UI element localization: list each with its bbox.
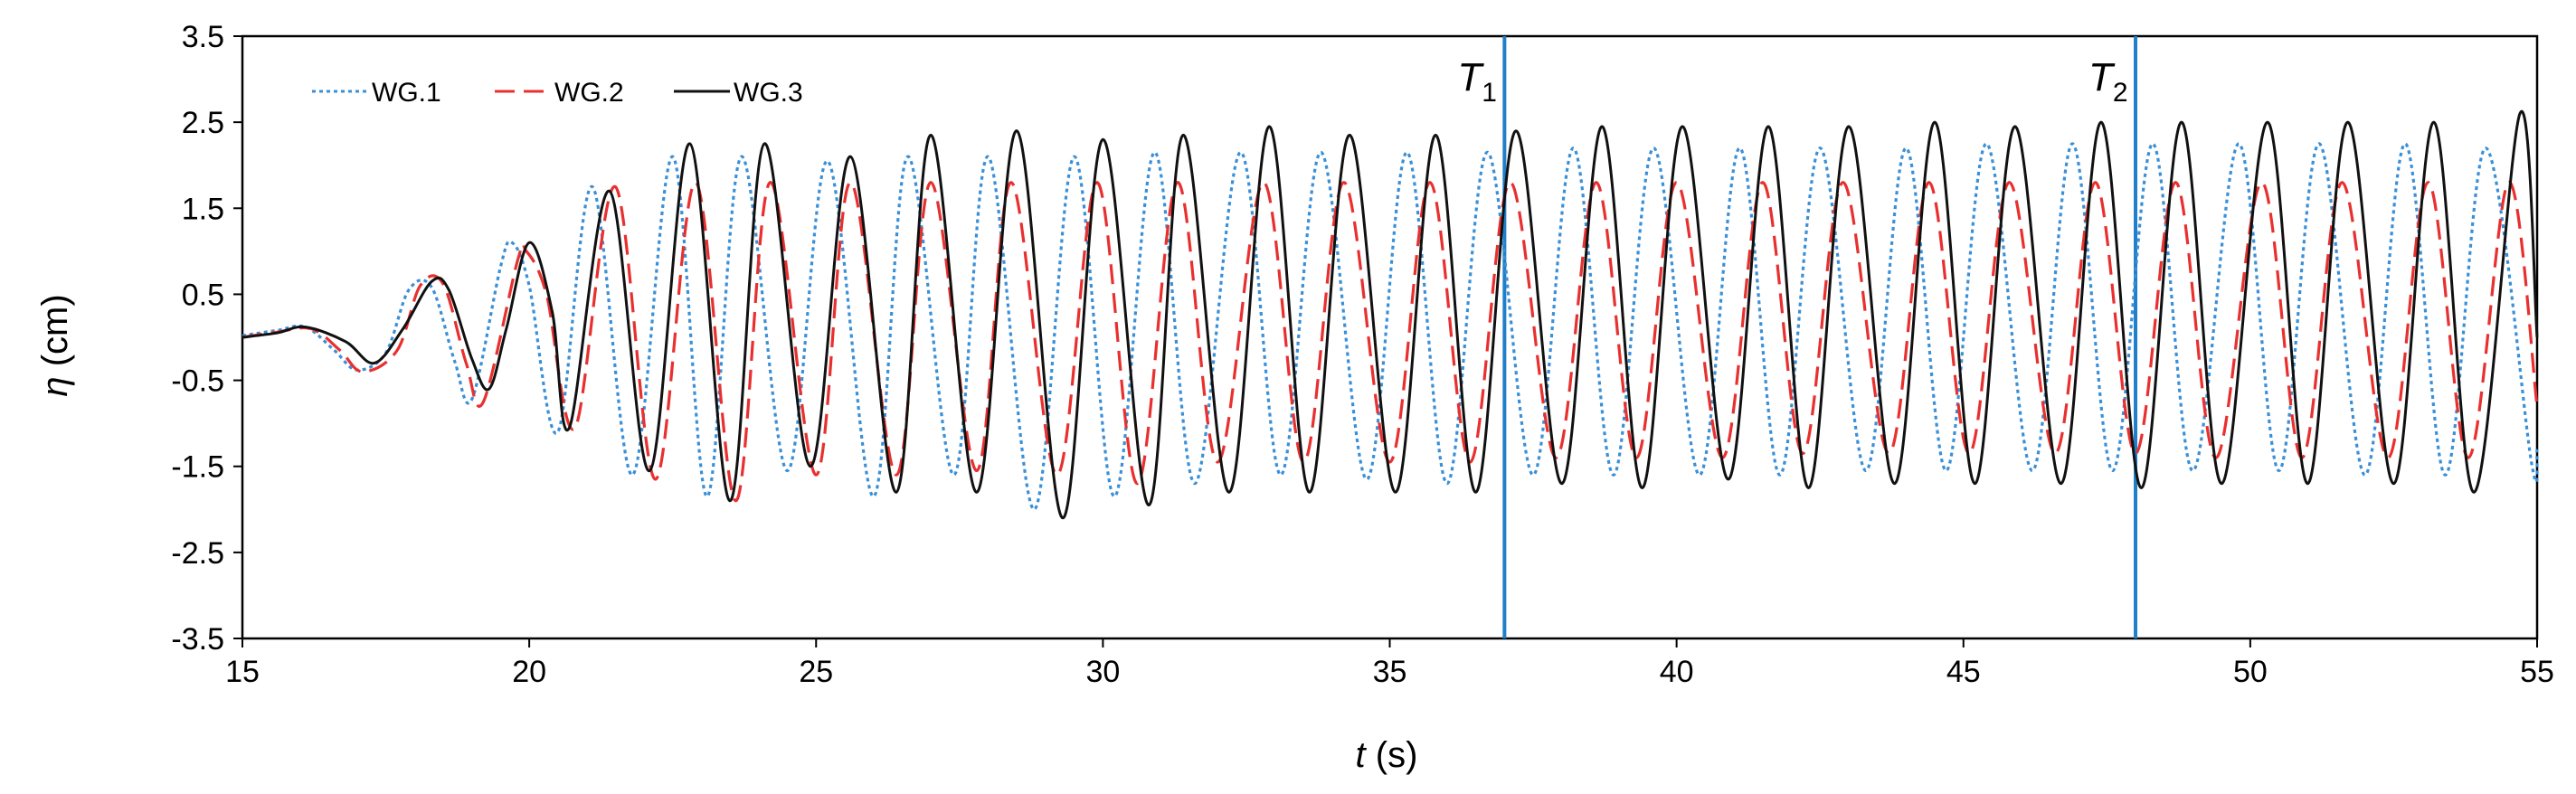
series-line-wg2	[242, 182, 2537, 500]
x-tick-label: 55	[2520, 655, 2554, 689]
y-tick-label: 3.5	[182, 20, 224, 54]
y-tick-label: 2.5	[182, 106, 224, 140]
x-tick-label: 45	[1946, 655, 1981, 689]
y-tick-label: -0.5	[171, 364, 224, 399]
x-tick-label: 20	[512, 655, 546, 689]
legend-label-wg1: WG.1	[372, 78, 441, 108]
x-tick-label: 25	[799, 655, 833, 689]
legend-label-wg3: WG.3	[734, 78, 803, 108]
x-tick-label: 50	[2233, 655, 2268, 689]
x-tick-label: 35	[1373, 655, 1407, 689]
x-axis-title: t (s)	[1356, 735, 1418, 775]
y-tick-label: 1.5	[182, 192, 224, 226]
series-line-wg3	[242, 111, 2537, 518]
x-tick-label: 15	[225, 655, 260, 689]
y-axis-title: η (cm)	[35, 294, 75, 396]
plot-frame	[242, 36, 2537, 638]
y-tick-label: 0.5	[182, 278, 224, 312]
marker-label-T2: T2	[2088, 55, 2128, 108]
legend-label-wg2: WG.2	[554, 78, 624, 108]
x-tick-label: 40	[1660, 655, 1694, 689]
y-tick-label: -2.5	[171, 536, 224, 571]
marker-label-T1: T1	[1457, 55, 1497, 108]
x-tick-label: 30	[1085, 655, 1120, 689]
y-tick-label: -1.5	[171, 450, 224, 485]
y-tick-label: -3.5	[171, 622, 224, 657]
